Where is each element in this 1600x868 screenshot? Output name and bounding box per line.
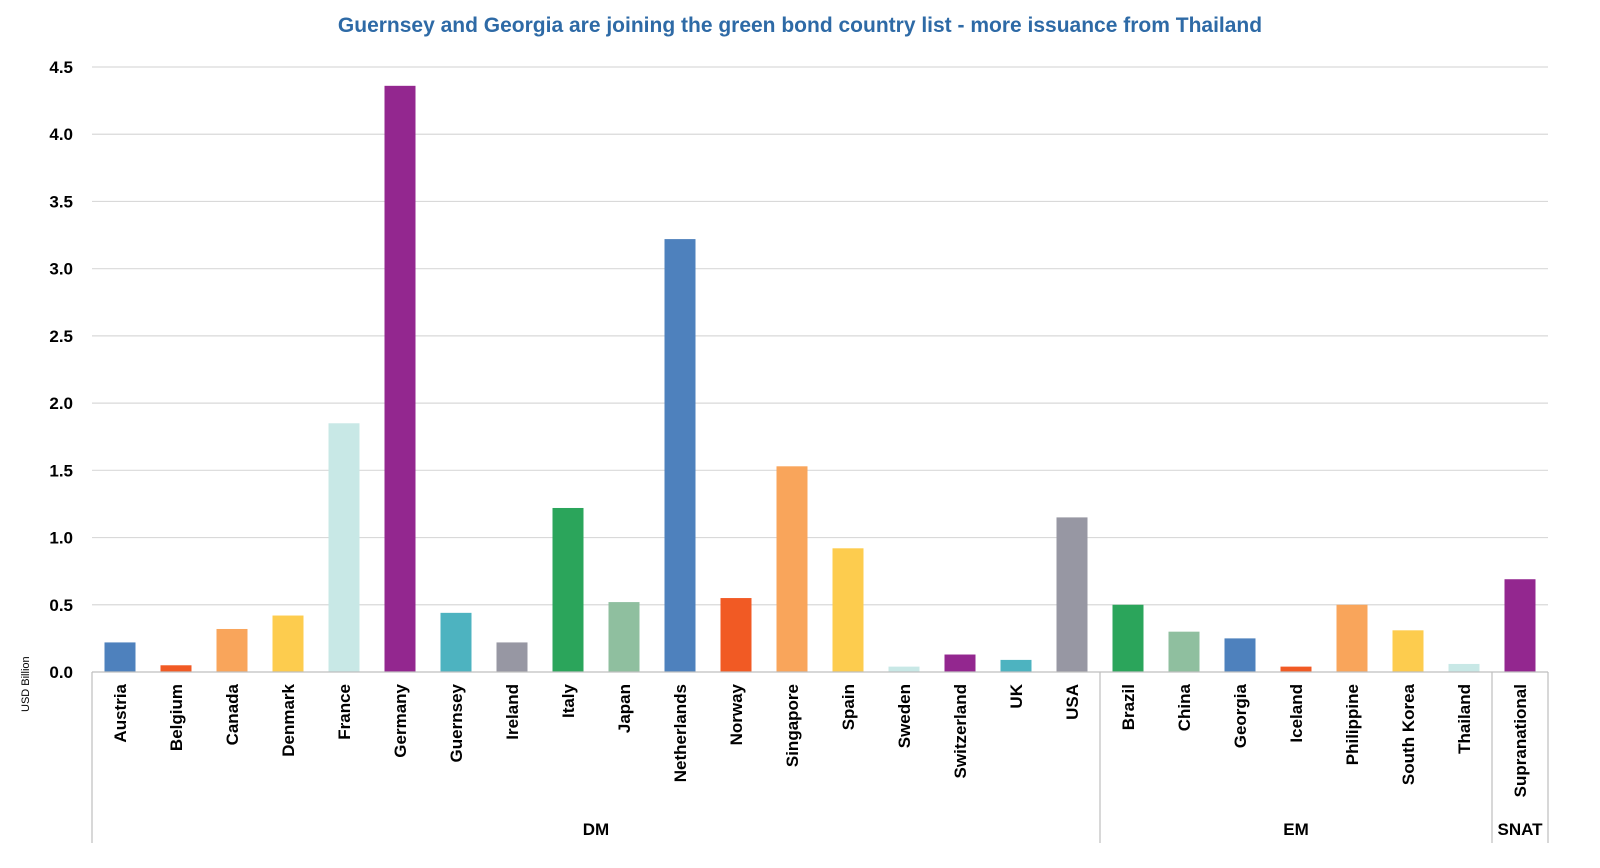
bar-norway (720, 598, 752, 672)
bar-iceland (1280, 666, 1312, 672)
bar-brazil (1112, 604, 1144, 672)
category-label: Thailand (1455, 684, 1474, 754)
bar-germany (384, 85, 416, 673)
bar-austria (104, 642, 136, 672)
category-label: Italy (559, 683, 578, 718)
group-label: SNAT (1497, 820, 1543, 839)
category-label: Japan (615, 684, 634, 733)
category-label: France (335, 684, 354, 740)
y-tick-label: 4.0 (49, 125, 73, 144)
category-label: Austria (111, 683, 130, 742)
y-tick-label: 4.5 (49, 58, 73, 77)
category-label: Norway (727, 683, 746, 745)
y-axis-tick-labels: 0.0 0.5 1.0 1.5 2.0 2.5 3.0 3.5 4.0 4.5 (49, 58, 73, 682)
bar-japan (608, 602, 640, 672)
category-label: Supranational (1511, 684, 1530, 797)
bar-supranational (1504, 579, 1536, 672)
y-tick-label: 2.0 (49, 394, 73, 413)
category-label: Georgia (1231, 683, 1250, 748)
category-label: Guernsey (447, 683, 466, 762)
category-label: Spain (839, 684, 858, 730)
category-label: Ireland (503, 684, 522, 740)
category-label: South Korea (1399, 683, 1418, 785)
category-label: China (1175, 683, 1194, 731)
category-label: Belgium (167, 684, 186, 751)
bar-georgia (1224, 638, 1256, 672)
bar-france (328, 423, 360, 672)
category-label: USA (1063, 684, 1082, 720)
chart-title: Guernsey and Georgia are joining the gre… (337, 14, 1263, 37)
category-label: Iceland (1287, 684, 1306, 743)
category-label: Germany (391, 683, 410, 757)
bar-sweden (888, 666, 920, 672)
bar-usa (1056, 517, 1088, 672)
bar-thailand (1448, 663, 1480, 672)
category-label: Denmark (279, 683, 298, 756)
bar-china (1168, 631, 1200, 672)
bar-south-korea (1392, 630, 1424, 672)
y-tick-label: 1.0 (49, 529, 73, 548)
y-tick-label: 2.5 (49, 327, 73, 346)
group-label: EM (1283, 820, 1309, 839)
bar-italy (552, 507, 584, 672)
bar-uk (1000, 659, 1032, 672)
bar-belgium (160, 665, 192, 672)
category-label: Brazil (1119, 684, 1138, 730)
y-tick-label: 0.0 (49, 663, 73, 682)
bar-netherlands (664, 239, 696, 673)
bar-singapore (776, 466, 808, 672)
y-tick-label: 0.5 (49, 596, 73, 615)
bar-ireland (496, 642, 528, 672)
group-label: DM (583, 820, 609, 839)
y-tick-label: 3.5 (49, 192, 73, 211)
category-labels: Austria Belgium Canada Denmark France Germany… (111, 683, 1530, 797)
group-labels: DM EM SNAT (583, 820, 1543, 839)
bar-spain (832, 548, 864, 672)
bars (104, 85, 1536, 673)
category-label: Canada (223, 683, 242, 745)
y-tick-label: 1.5 (49, 461, 73, 480)
bar-philippine (1336, 604, 1368, 672)
bar-denmark (272, 615, 304, 672)
bar-switzerland (944, 654, 976, 672)
category-label: Netherlands (671, 684, 690, 782)
bar-canada (216, 628, 248, 672)
category-label: Philippine (1343, 684, 1362, 765)
gridlines (92, 66, 1548, 606)
x-axis (91, 671, 1549, 843)
category-label: Switzerland (951, 684, 970, 778)
category-label: Singapore (783, 684, 802, 767)
category-label: Sweden (895, 684, 914, 748)
y-axis-title: USD Billion (20, 656, 32, 712)
category-label: UK (1007, 683, 1026, 708)
y-tick-label: 3.0 (49, 260, 73, 279)
bar-guernsey (440, 612, 472, 672)
